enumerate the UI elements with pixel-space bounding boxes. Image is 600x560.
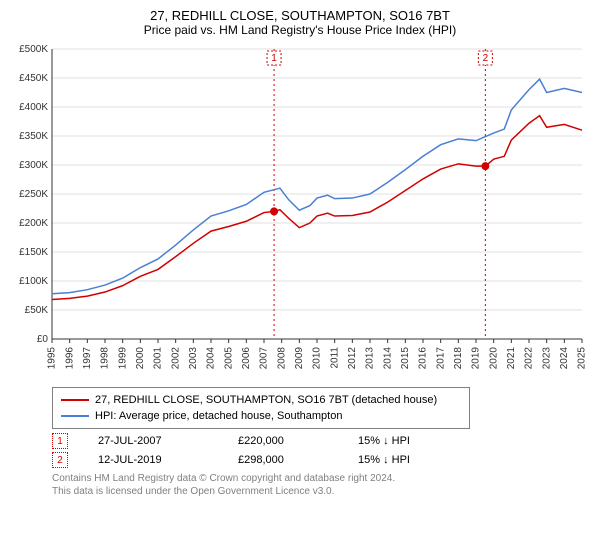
chart-title: 27, REDHILL CLOSE, SOUTHAMPTON, SO16 7BT <box>8 8 592 23</box>
svg-text:2005: 2005 <box>223 347 234 370</box>
sale-row: 1 27-JUL-2007 £220,000 15% ↓ HPI <box>52 433 592 449</box>
svg-text:2024: 2024 <box>559 347 570 370</box>
svg-text:2000: 2000 <box>135 347 146 370</box>
svg-text:2014: 2014 <box>382 347 393 370</box>
legend-row: HPI: Average price, detached house, Sout… <box>61 408 461 424</box>
svg-text:1997: 1997 <box>82 347 93 370</box>
svg-text:£450K: £450K <box>19 73 48 84</box>
svg-text:2001: 2001 <box>153 347 164 370</box>
footer-line-2: This data is licensed under the Open Gov… <box>52 486 334 497</box>
svg-text:£400K: £400K <box>19 102 48 113</box>
svg-text:2009: 2009 <box>294 347 305 370</box>
svg-text:2023: 2023 <box>541 347 552 370</box>
sale-row: 2 12-JUL-2019 £298,000 15% ↓ HPI <box>52 452 592 468</box>
svg-text:£300K: £300K <box>19 160 48 171</box>
svg-text:2018: 2018 <box>453 347 464 370</box>
sale-delta: 15% ↓ HPI <box>358 435 410 447</box>
svg-text:2025: 2025 <box>577 347 588 370</box>
chart-subtitle: Price paid vs. HM Land Registry's House … <box>8 23 592 37</box>
svg-text:1995: 1995 <box>47 347 58 370</box>
svg-text:2022: 2022 <box>524 347 535 370</box>
svg-text:1: 1 <box>271 53 277 64</box>
svg-text:2013: 2013 <box>365 347 376 370</box>
sale-price: £220,000 <box>238 435 328 447</box>
svg-text:2007: 2007 <box>259 347 270 370</box>
legend: 27, REDHILL CLOSE, SOUTHAMPTON, SO16 7BT… <box>52 387 470 429</box>
svg-text:2002: 2002 <box>170 347 181 370</box>
legend-label: 27, REDHILL CLOSE, SOUTHAMPTON, SO16 7BT… <box>95 394 437 406</box>
sale-delta: 15% ↓ HPI <box>358 454 410 466</box>
price-chart: £0 £50K £100K £150K £200K £250K £300K £350K £400… <box>8 43 592 383</box>
svg-text:1998: 1998 <box>100 347 111 370</box>
svg-text:£200K: £200K <box>19 218 48 229</box>
svg-text:2006: 2006 <box>241 347 252 370</box>
svg-text:2019: 2019 <box>471 347 482 370</box>
sale-marker-icon: 1 <box>52 433 68 449</box>
sale-date: 27-JUL-2007 <box>98 435 208 447</box>
footer-line-1: Contains HM Land Registry data © Crown c… <box>52 473 395 484</box>
svg-text:2011: 2011 <box>329 347 340 369</box>
legend-row: 27, REDHILL CLOSE, SOUTHAMPTON, SO16 7BT… <box>61 392 461 408</box>
svg-text:£500K: £500K <box>19 44 48 55</box>
svg-text:£100K: £100K <box>19 276 48 287</box>
svg-text:2021: 2021 <box>506 347 517 370</box>
svg-text:2017: 2017 <box>435 347 446 370</box>
svg-text:2008: 2008 <box>276 347 287 370</box>
svg-text:2020: 2020 <box>488 347 499 370</box>
svg-text:2012: 2012 <box>347 347 358 370</box>
svg-text:2003: 2003 <box>188 347 199 370</box>
sales-table: 1 27-JUL-2007 £220,000 15% ↓ HPI 2 12-JUL-201… <box>8 433 592 468</box>
data-attribution: Contains HM Land Registry data © Crown c… <box>52 472 592 498</box>
svg-text:1999: 1999 <box>117 347 128 370</box>
svg-text:1996: 1996 <box>64 347 75 370</box>
svg-text:£50K: £50K <box>25 305 49 316</box>
chart-canvas: £0 £50K £100K £150K £200K £250K £300K £350K £400… <box>8 43 592 383</box>
svg-text:2: 2 <box>483 53 489 64</box>
sale-marker-icon: 2 <box>52 452 68 468</box>
svg-text:2015: 2015 <box>400 347 411 370</box>
legend-swatch <box>61 399 89 401</box>
svg-text:2010: 2010 <box>312 347 323 370</box>
sale-price: £298,000 <box>238 454 328 466</box>
sale-date: 12-JUL-2019 <box>98 454 208 466</box>
svg-text:£250K: £250K <box>19 189 48 200</box>
svg-text:2004: 2004 <box>206 347 217 370</box>
legend-label: HPI: Average price, detached house, Sout… <box>95 410 342 422</box>
svg-text:2016: 2016 <box>418 347 429 370</box>
legend-swatch <box>61 415 89 417</box>
svg-text:£0: £0 <box>37 334 49 345</box>
svg-text:£150K: £150K <box>19 247 48 258</box>
svg-text:£350K: £350K <box>19 131 48 142</box>
